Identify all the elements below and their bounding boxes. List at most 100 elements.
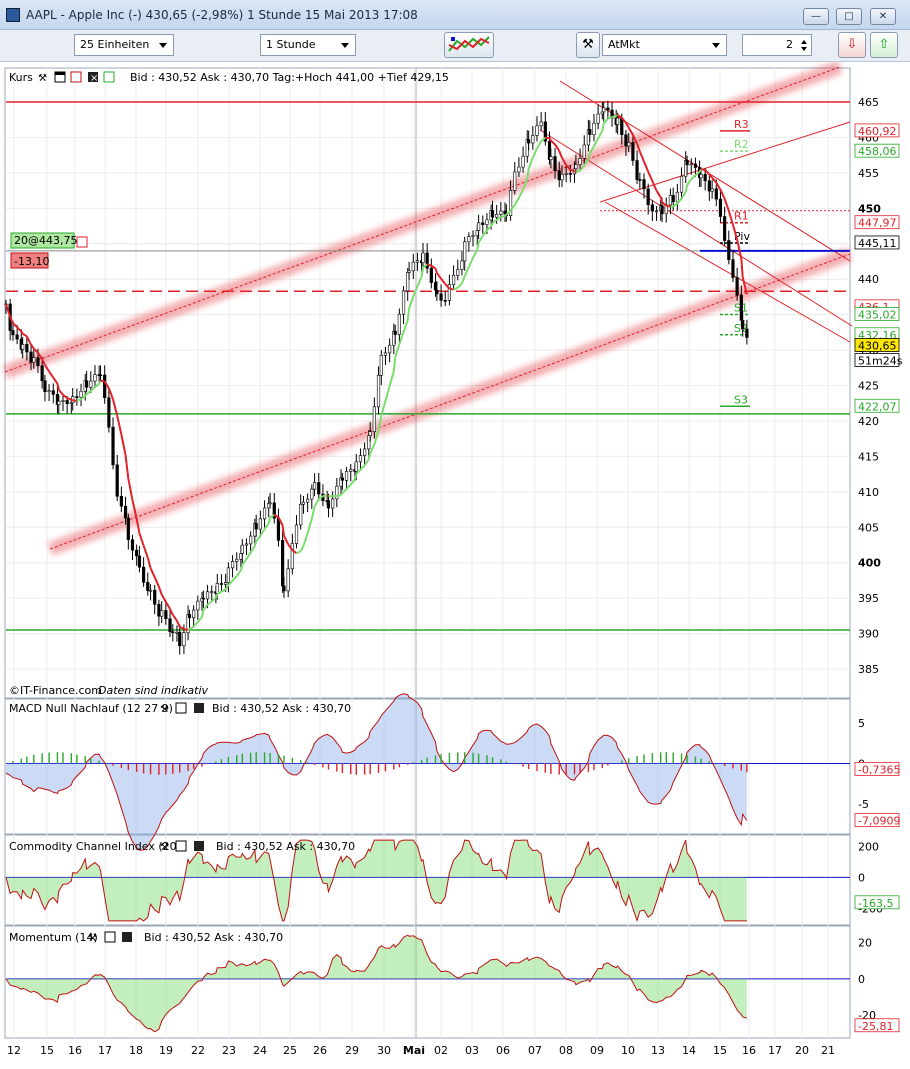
quantity-stepper[interactable]: 2 [742,34,812,56]
momentum-panel[interactable] [4,925,851,1039]
interval-select[interactable]: 1 Stunde [260,34,356,56]
macd-series [5,693,850,851]
candle-body [340,477,344,481]
window-icon[interactable] [175,702,187,714]
candle-body [240,544,244,554]
window-icon[interactable] [175,840,187,852]
ma-segment [412,286,419,297]
pivot-label-S3: S3 [734,393,748,406]
price-tag-box [854,353,900,367]
pivot-label-R1: R1 [734,210,749,223]
ma-segment [463,266,470,277]
ma-segment [56,383,60,391]
candle-body [135,549,139,557]
ma-segment [457,282,463,289]
ma-segment [741,276,748,295]
x-tick: 13 [651,1044,665,1057]
candle-body [693,163,698,168]
chart-style-button[interactable] [444,32,494,58]
maximize-button[interactable]: □ [836,8,862,25]
ma-segment [550,139,556,146]
candle-body [224,582,228,585]
ma-segment [500,214,506,219]
candle-body [549,156,553,160]
ma-segment [496,216,502,221]
wrench-icon[interactable]: ⚒ [160,704,169,715]
buy-button[interactable]: ⇧ [870,32,898,58]
ma-segment [37,352,43,360]
macd-tag-value: -7,0909 [858,815,900,828]
candle-body [358,455,363,463]
close-icon[interactable] [194,841,204,851]
x-tick: 30 [377,1044,391,1057]
candle-body [75,396,79,398]
ma-segment [58,389,64,396]
ma-segment [206,600,213,606]
close-icon[interactable] [194,703,204,713]
ma-segment [287,543,294,551]
candle-body [276,517,281,541]
candle-body [471,235,475,237]
candle-body [137,555,142,568]
macd-panel[interactable] [4,698,851,835]
ma-segment [135,518,141,534]
settings-button[interactable]: ⚒ [576,32,600,58]
ma-segment [30,344,35,350]
ma-segment [267,517,272,524]
candle-body [376,374,381,408]
candle-body [467,236,471,243]
close-icon[interactable] [88,72,98,82]
remove-icon[interactable] [70,71,82,83]
ma-segment [672,202,678,208]
ma-segment [25,335,32,346]
price-tick: 395 [858,592,879,605]
ma-segment [554,143,561,152]
wrench-icon[interactable]: ⚒ [88,933,97,944]
momentum-tag-box [854,1018,900,1033]
sell-arrow-icon: ⇩ [846,37,858,52]
minimize-button[interactable]: — [803,8,829,25]
chevron-down-icon[interactable] [801,47,807,51]
price-tag-value: 447,97 [858,217,897,230]
candle-body [354,461,358,472]
ma-segment [659,196,664,203]
ma-segment [704,169,711,176]
price-tick: 455 [858,167,879,180]
add-icon[interactable] [103,71,115,83]
candle-body [642,179,646,190]
remove-icon[interactable] [76,236,88,248]
candle-body [703,174,707,182]
ma-segment [422,263,428,269]
units-select[interactable]: 25 Einheiten [74,34,174,56]
candle-body [126,517,130,540]
candle-body [306,498,310,503]
ma-segment [48,370,55,379]
wrench-icon[interactable]: ⚒ [38,73,47,84]
order-type-select[interactable]: AtMkt [602,34,727,56]
chevron-down-icon [712,43,720,48]
macd-tick: -5 [858,798,869,811]
ma-segment [651,180,658,192]
price-tick: 440 [858,273,879,286]
ma-segment [406,308,411,321]
ma-segment [602,118,609,125]
pivot-levels: R3R2R1PivS1S2S3 [600,118,850,408]
upper-channel-line [4,66,841,373]
close-button[interactable]: ✕ [870,8,896,25]
ma-segment [449,287,454,291]
candle-body [258,518,262,530]
indicator-badge[interactable]: 20@443,75 -13,10 [10,232,88,269]
price-quote: Bid : 430,52 Ask : 430,70 Tag:+Hoch 441,… [130,71,449,84]
window-icon[interactable] [104,931,116,943]
close-icon[interactable] [122,932,132,942]
candle-body [421,252,425,264]
ma-segment [661,201,667,207]
chevron-up-icon[interactable] [801,40,807,44]
cci-panel[interactable] [4,834,851,926]
sell-button[interactable]: ⇩ [838,32,866,58]
chevron-down-icon [159,43,167,48]
candle-body [689,163,693,166]
candle-body [495,213,499,218]
wrench-icon[interactable]: ⚒ [160,842,169,853]
candle-body [244,543,249,546]
